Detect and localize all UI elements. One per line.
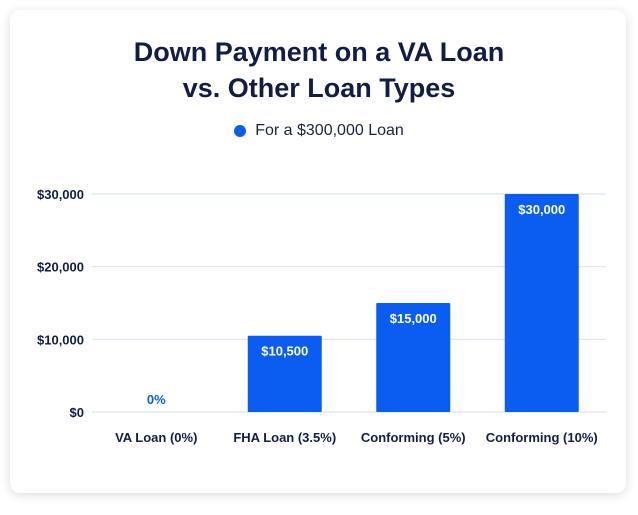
chart-legend: For a $300,000 Loan: [0, 122, 638, 140]
y-tick-label: $30,000: [37, 187, 84, 202]
legend-marker: [234, 125, 247, 137]
data-label: $30,000: [518, 202, 565, 217]
data-labels: 0% $10,500 $15,000 $30,000: [147, 202, 565, 407]
y-tick-label: $0: [70, 405, 84, 420]
y-tick-label: $10,000: [37, 332, 84, 347]
x-tick-label: Conforming (10%): [486, 430, 598, 445]
x-tick-label: VA Loan (0%): [115, 430, 197, 445]
chart-title-line-1: Down Payment on a VA Loan: [133, 37, 505, 67]
bars: [247, 194, 579, 412]
chart-title: Down Payment on a VA Loan vs. Other Loan…: [0, 34, 638, 106]
chart-title-line-2: vs. Other Loan Types: [182, 73, 456, 103]
data-label: 0%: [147, 392, 166, 407]
x-axis-ticks: VA Loan (0%) FHA Loan (3.5%) Conforming (5…: [115, 430, 598, 445]
data-label: $15,000: [390, 311, 437, 326]
bar: [376, 303, 451, 412]
legend-label: For a $300,000 Loan: [255, 122, 404, 139]
x-tick-label: Conforming (5%): [361, 430, 466, 445]
bar: [247, 335, 322, 412]
y-tick-label: $20,000: [37, 260, 84, 275]
y-axis-ticks: $0 $10,000 $20,000 $30,000: [37, 187, 84, 420]
x-tick-label: FHA Loan (3.5%): [233, 430, 336, 445]
data-label: $10,500: [261, 344, 308, 359]
bar: [504, 194, 579, 412]
